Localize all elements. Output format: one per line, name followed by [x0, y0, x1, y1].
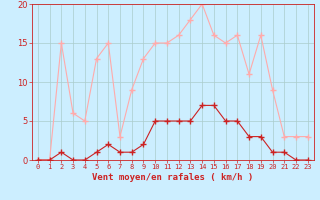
- X-axis label: Vent moyen/en rafales ( km/h ): Vent moyen/en rafales ( km/h ): [92, 173, 253, 182]
